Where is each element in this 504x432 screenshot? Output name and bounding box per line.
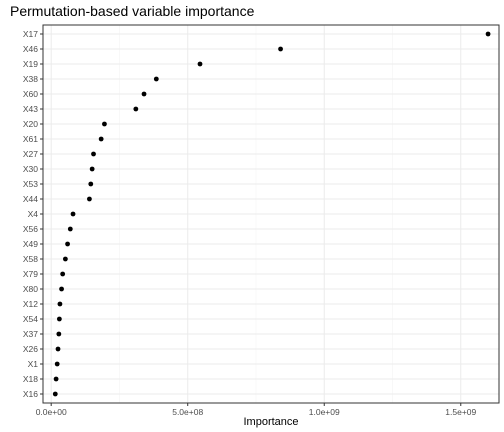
x-axis-title: Importance — [243, 416, 298, 428]
y-tick-label: X44 — [23, 194, 38, 204]
y-tick-label: X37 — [23, 329, 38, 339]
y-tick-label: X26 — [23, 344, 38, 354]
data-point — [141, 91, 147, 97]
data-points — [52, 31, 491, 397]
data-point — [197, 61, 203, 67]
data-point — [102, 121, 107, 127]
y-tick-label: X43 — [23, 104, 38, 114]
x-tick-label: 0.0e+00 — [36, 407, 67, 417]
data-point — [485, 31, 491, 37]
y-tick-label: X19 — [23, 59, 38, 69]
data-point — [52, 391, 58, 397]
data-point — [65, 241, 70, 247]
data-point — [98, 136, 104, 142]
y-tick-label: X49 — [23, 239, 38, 249]
data-point — [57, 301, 63, 307]
data-point — [88, 181, 94, 187]
y-tick-label: X27 — [23, 149, 38, 159]
y-tick-label: X17 — [23, 29, 38, 39]
x-tick-label: 1.0e+09 — [309, 407, 340, 417]
y-tick-label: X20 — [23, 119, 38, 129]
data-point — [54, 361, 60, 367]
y-tick-label: X60 — [23, 89, 38, 99]
data-point — [53, 376, 59, 382]
y-tick-label: X61 — [23, 134, 38, 144]
y-tick-label: X30 — [23, 164, 38, 174]
data-point — [153, 76, 159, 82]
data-point — [133, 106, 139, 112]
y-tick-label: X18 — [23, 374, 38, 384]
y-tick-label: X79 — [23, 269, 38, 279]
y-tick-label: X58 — [23, 254, 38, 264]
y-tick-label: X12 — [23, 299, 38, 309]
data-point — [89, 166, 95, 172]
y-gridlines — [43, 33, 499, 395]
data-point — [87, 196, 92, 202]
data-point — [91, 151, 96, 157]
data-point — [59, 286, 64, 292]
y-tick-label: X38 — [23, 74, 38, 84]
chart-title: Permutation-based variable importance — [10, 3, 255, 19]
y-axis-ticks: X17 X46 X19 X38 X60 X43 X20 X61 X27 X30 X53 X44 X4 X5… — [23, 29, 43, 399]
y-tick-label: X53 — [23, 179, 38, 189]
data-point — [67, 226, 73, 232]
y-tick-label: X80 — [23, 284, 38, 294]
data-point — [62, 256, 68, 262]
data-point — [56, 331, 62, 337]
data-point — [278, 46, 283, 52]
x-tick-label: 1.5e+09 — [445, 407, 476, 417]
x-tick-label: 5.0e+08 — [172, 407, 203, 417]
y-tick-label: X54 — [23, 314, 38, 324]
data-point — [60, 271, 66, 277]
y-tick-label: X16 — [23, 389, 38, 399]
y-tick-label: X46 — [23, 44, 38, 54]
y-tick-label: X4 — [28, 209, 39, 219]
data-point — [55, 346, 61, 352]
x-axis-ticks: 0.0e+00 5.0e+08 1.0e+09 1.5e+09 — [36, 403, 477, 417]
y-tick-label: X56 — [23, 224, 38, 234]
data-point — [70, 211, 76, 217]
y-tick-label: X1 — [28, 359, 39, 369]
data-point — [56, 316, 62, 322]
